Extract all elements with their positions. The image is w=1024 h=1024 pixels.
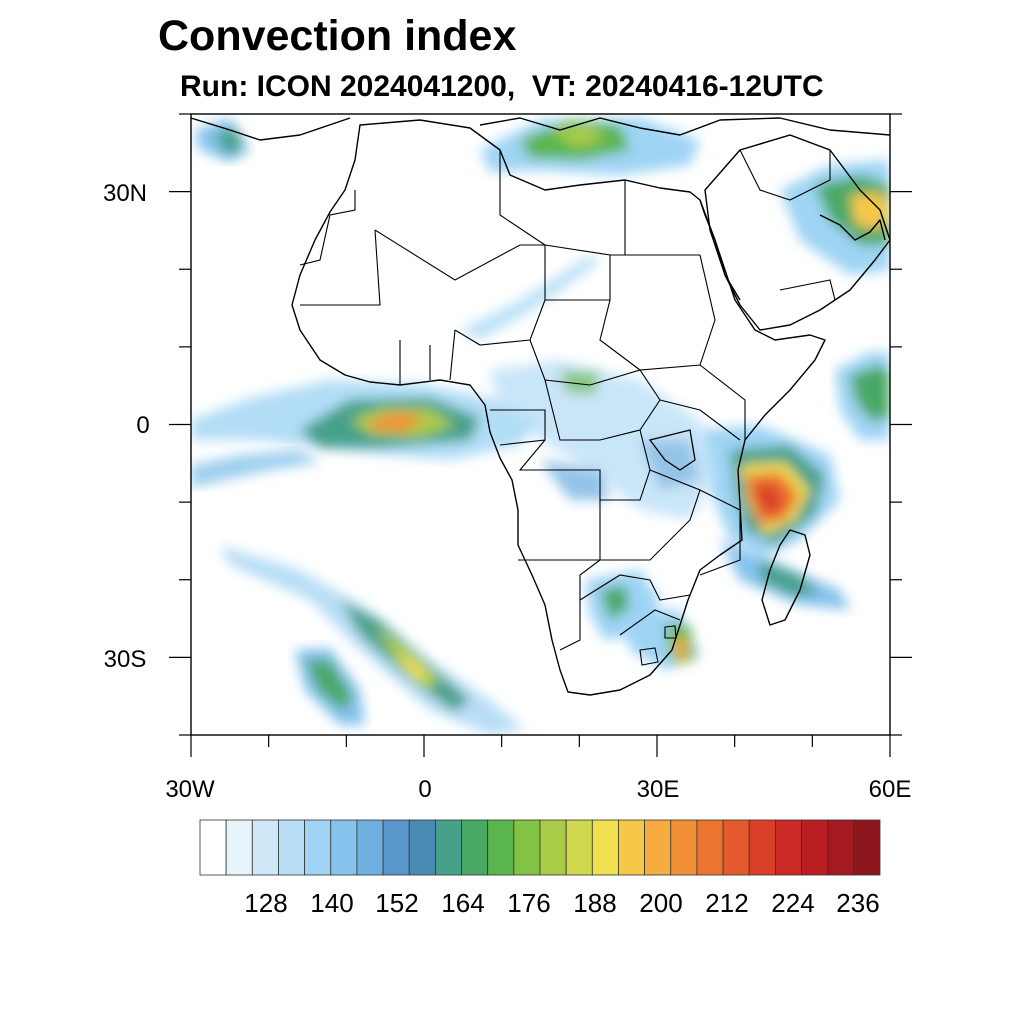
colorbar-swatch: [670, 819, 698, 876]
region-iberia: [195, 118, 250, 162]
colorbar-swatch: [827, 819, 855, 876]
region-mozambique: [720, 540, 850, 610]
colorbar-swatch: [565, 819, 593, 876]
colorbar-swatch: [278, 819, 306, 876]
colorbar-swatch: [801, 819, 829, 876]
region-southern-africa: [585, 570, 700, 670]
colorbar-swatch: [434, 819, 462, 876]
colorbar-swatch: [774, 819, 802, 876]
colorbar-label: 128: [244, 888, 287, 918]
colorbar-swatch: [382, 819, 410, 876]
lon-label-30w: 30W: [165, 776, 215, 803]
colorbar-swatch: [461, 819, 489, 876]
lat-label-30n: 30N: [103, 180, 147, 207]
chart-subtitle: Run: ICON 2024041200, VT: 20240416-12UTC: [180, 70, 824, 103]
lon-label-60e: 60E: [869, 776, 912, 803]
colorbar-swatch: [487, 819, 515, 876]
colorbar-swatch: [408, 819, 436, 876]
red-sea: [699, 199, 741, 301]
colorbar-swatch: [644, 819, 672, 876]
colorbar-swatch: [225, 819, 253, 876]
colorbar-label: 176: [507, 888, 550, 918]
colorbar-label: 212: [705, 888, 748, 918]
region-indian-ocean: [835, 352, 890, 440]
lon-label-0: 0: [418, 776, 431, 803]
persian-gulf-coast: [819, 214, 886, 241]
colorbar-label: 164: [441, 888, 484, 918]
colorbar-labels: 128 140 152 164 176 188 200 212 224 236: [244, 888, 879, 918]
colorbar-label: 152: [375, 888, 418, 918]
region-gulf-of-guinea: [191, 380, 540, 460]
colorbar-label: 224: [771, 888, 814, 918]
madagascar: [761, 529, 811, 626]
colorbar-label: 140: [310, 888, 353, 918]
region-persian-gulf: [780, 160, 890, 275]
colorbar-swatch: [618, 819, 646, 876]
colorbar-swatch: [853, 819, 881, 876]
colorbar-swatch: [304, 819, 332, 876]
region-east-africa: [700, 425, 840, 560]
region-central-africa: [490, 360, 720, 520]
colorbar-swatch: [330, 819, 358, 876]
colorbar-swatch: [722, 819, 750, 876]
colorbar-label: 200: [639, 888, 682, 918]
chart-title: Convection index: [158, 12, 517, 60]
colorbar-swatch: [251, 819, 279, 876]
axis-ticks: [169, 113, 912, 757]
colorbar-swatch: [539, 819, 567, 876]
region-south-atlantic-band: [220, 545, 525, 735]
colorbar-swatch: [199, 819, 227, 876]
africa-coastline: [291, 119, 826, 696]
colorbar-swatch: [591, 819, 619, 876]
colorbar-swatch: [513, 819, 541, 876]
lon-label-30e: 30E: [637, 776, 680, 803]
colorbar-swatch: [748, 819, 776, 876]
region-sahel-band: [460, 255, 600, 340]
country-borders: [299, 134, 836, 666]
lat-label-30s: 30S: [104, 646, 147, 673]
colorbar-label: 188: [573, 888, 616, 918]
colorbar-swatch: [696, 819, 724, 876]
lat-label-0: 0: [136, 412, 149, 439]
convection-field: [191, 118, 890, 735]
colorbar: [199, 819, 881, 876]
region-atlantic-streak: [191, 450, 320, 488]
region-mediterranean: [480, 118, 700, 175]
colorbar-swatch: [356, 819, 384, 876]
colorbar-label: 236: [836, 888, 879, 918]
region-south-atlantic-patch: [295, 648, 365, 725]
europe-coast: [191, 117, 890, 141]
